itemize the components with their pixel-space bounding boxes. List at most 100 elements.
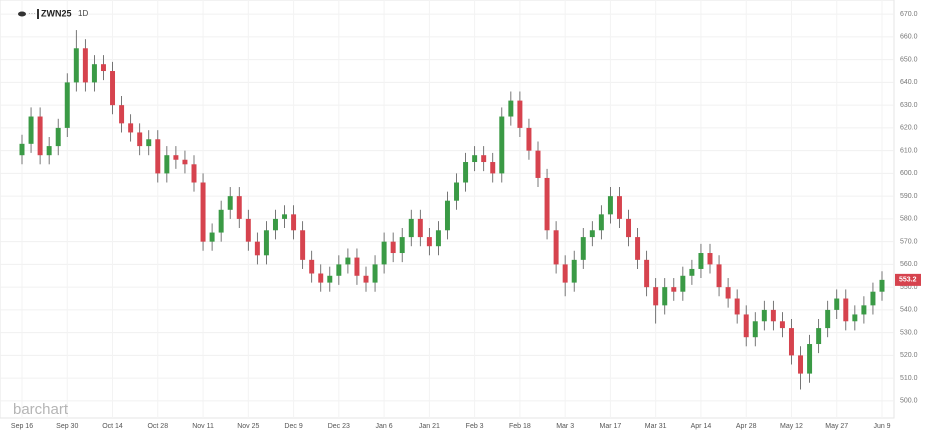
candle-body xyxy=(825,309,831,329)
candle-body xyxy=(680,275,686,292)
candle-body xyxy=(816,328,822,345)
candle-body xyxy=(200,182,206,242)
candle-body xyxy=(363,275,369,283)
candle-body xyxy=(589,230,595,238)
candle-body xyxy=(689,268,695,276)
candle-body xyxy=(508,100,514,117)
y-tick-label: 510.0 xyxy=(900,375,918,382)
x-tick-label: Mar 31 xyxy=(645,423,667,430)
y-tick-label: 620.0 xyxy=(900,125,918,132)
candle-body xyxy=(64,82,70,128)
candle-body xyxy=(146,139,152,147)
candle-body xyxy=(779,321,785,329)
x-tick-label: Oct 14 xyxy=(102,423,123,430)
candle-body xyxy=(743,314,749,338)
x-tick-label: Jan 21 xyxy=(419,423,440,430)
candle-body xyxy=(417,218,423,238)
x-tick-label: Sep 30 xyxy=(56,423,78,430)
x-tick-label: May 27 xyxy=(825,423,848,430)
candle-body xyxy=(653,287,659,306)
candle-body xyxy=(607,196,613,215)
candle-body xyxy=(798,355,804,374)
candle-body xyxy=(209,232,215,242)
candle-body xyxy=(218,209,224,233)
candle-body xyxy=(517,100,523,128)
x-tick-label: Mar 17 xyxy=(600,423,622,430)
candle-body xyxy=(626,218,632,238)
separator xyxy=(37,9,39,19)
y-tick-label: 640.0 xyxy=(900,79,918,86)
candle-body xyxy=(300,230,306,260)
eye-icon[interactable] xyxy=(18,11,26,17)
candle-body xyxy=(616,196,622,219)
x-tick-label: Nov 11 xyxy=(192,423,214,430)
x-tick-label: Jan 6 xyxy=(376,423,393,430)
interval[interactable]: 1D xyxy=(78,9,88,18)
candle-body xyxy=(725,287,731,299)
candle-body xyxy=(100,64,106,72)
candle-body xyxy=(119,105,125,124)
symbol[interactable]: ZWN25 xyxy=(41,8,72,18)
candle-body xyxy=(245,218,251,242)
menu-dots[interactable]: ··· xyxy=(28,9,36,18)
candle-body xyxy=(327,275,333,283)
candle-body xyxy=(481,155,487,163)
candle-body xyxy=(553,230,559,265)
candle-body xyxy=(309,259,315,274)
candle-body xyxy=(263,230,269,256)
candle-body xyxy=(345,257,351,265)
candle-body xyxy=(28,116,34,144)
last-price-box xyxy=(895,273,921,286)
y-tick-label: 600.0 xyxy=(900,170,918,177)
candle-body xyxy=(843,298,849,322)
y-tick-label: 520.0 xyxy=(900,352,918,359)
candle-body xyxy=(399,237,405,254)
candle-body xyxy=(734,298,740,315)
y-tick-label: 650.0 xyxy=(900,56,918,63)
y-tick-label: 590.0 xyxy=(900,193,918,200)
candle-body xyxy=(155,139,161,174)
y-tick-label: 660.0 xyxy=(900,34,918,41)
candle-body xyxy=(291,214,297,231)
candle-body xyxy=(354,257,360,276)
candle-body xyxy=(598,214,604,231)
candle-body xyxy=(137,132,143,147)
y-tick-label: 530.0 xyxy=(900,329,918,336)
candle-body xyxy=(571,259,577,283)
candle-body xyxy=(372,264,378,283)
candle-body xyxy=(770,309,776,322)
x-tick-label: Feb 3 xyxy=(466,423,484,430)
candle-body xyxy=(426,237,432,247)
candle-body xyxy=(752,321,758,338)
x-tick-label: Apr 28 xyxy=(736,423,757,430)
candle-body xyxy=(834,298,840,310)
candle-body xyxy=(128,123,134,133)
candle-body xyxy=(390,241,396,254)
candle-body xyxy=(191,164,197,183)
candle-body xyxy=(318,273,324,283)
y-tick-label: 570.0 xyxy=(900,238,918,245)
candle-body xyxy=(164,155,170,174)
candle-body xyxy=(182,159,188,165)
candle-body xyxy=(562,264,568,283)
grid xyxy=(0,0,894,418)
candle-body xyxy=(46,146,52,156)
x-tick-label: Feb 18 xyxy=(509,423,531,430)
candle-body xyxy=(662,287,668,306)
y-tick-label: 610.0 xyxy=(900,147,918,154)
labels: 500.0 510.0 520.0 530.0 540.0 550.0 560.0 570.0… xyxy=(11,11,921,430)
watermark: barchart xyxy=(13,401,69,418)
candle-body xyxy=(91,64,97,83)
y-tick-label: 540.0 xyxy=(900,307,918,314)
last-price-label: 553.2 xyxy=(899,277,917,284)
candle-body xyxy=(463,162,469,183)
candle-body xyxy=(852,314,858,322)
candle-body xyxy=(499,116,505,174)
x-tick-label: Dec 23 xyxy=(328,423,350,430)
candle-body xyxy=(580,237,586,260)
candle-body xyxy=(110,71,116,106)
candle-body xyxy=(716,264,722,288)
candle-body xyxy=(254,241,260,256)
